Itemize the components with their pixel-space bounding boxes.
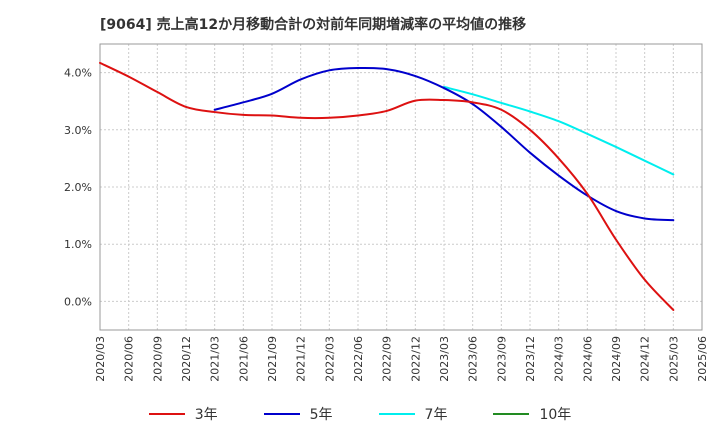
legend-swatch (378, 413, 415, 415)
x-tick-label: 2023/12 (524, 336, 537, 382)
chart-legend: 3年 5年 7年 10年 (0, 404, 720, 424)
x-tick-label: 2020/12 (180, 336, 193, 382)
y-tick-label: 3.0% (64, 124, 92, 137)
y-tick-label: 4.0% (64, 67, 92, 80)
x-tick-label: 2025/03 (667, 336, 680, 382)
legend-label: 10年 (539, 407, 572, 423)
x-tick-label: 2022/12 (409, 336, 422, 382)
x-tick-label: 2022/03 (323, 336, 336, 382)
y-tick-label: 2.0% (64, 181, 92, 194)
series-line (443, 85, 675, 176)
x-tick-label: 2021/03 (209, 336, 222, 382)
x-tick-label: 2020/03 (94, 336, 107, 382)
legend-swatch (493, 413, 530, 415)
x-tick-label: 2020/09 (151, 336, 164, 382)
plot-border (99, 43, 703, 331)
legend-label: 3年 (194, 407, 218, 423)
legend-label: 5年 (309, 407, 333, 423)
legend-item: 7年 (378, 404, 448, 424)
x-tick-label: 2024/12 (639, 336, 652, 382)
series-line (99, 61, 675, 311)
legend-item: 5年 (263, 404, 333, 424)
x-tick-label: 2025/06 (696, 336, 709, 382)
legend-swatch (148, 413, 185, 415)
x-tick-label: 2024/09 (610, 336, 623, 382)
y-tick-label: 1.0% (64, 238, 92, 251)
line-chart: 0.0% 1.0% 2.0% 3.0% 4.0% 2020/03 2020/06 2020/0… (64, 43, 709, 382)
x-tick-label: 2024/03 (553, 336, 566, 382)
x-tick-label: 2023/09 (495, 336, 508, 382)
x-tick-label: 2023/06 (467, 336, 480, 382)
x-tick-label: 2023/03 (438, 336, 451, 382)
series-line (213, 66, 675, 222)
y-tick-label: 0.0% (64, 295, 92, 308)
x-tick-label: 2024/06 (581, 336, 594, 382)
legend-item: 10年 (493, 404, 571, 424)
x-tick-label: 2021/06 (237, 336, 250, 382)
chart-title: [9064] 売上高12か月移動合計の対前年同期増減率の平均値の推移 (100, 17, 527, 33)
legend-label: 7年 (424, 407, 448, 423)
x-tick-label: 2021/12 (295, 336, 308, 382)
x-tick-label: 2022/06 (352, 336, 365, 382)
legend-item: 3年 (148, 404, 218, 424)
legend-swatch (263, 413, 300, 415)
x-tick-label: 2022/09 (381, 336, 394, 382)
x-tick-label: 2021/09 (266, 336, 279, 382)
x-tick-label: 2020/06 (123, 336, 136, 382)
